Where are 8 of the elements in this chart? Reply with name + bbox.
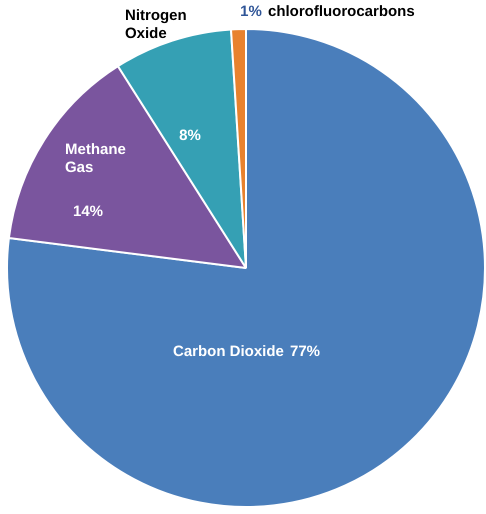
data-label: 1%	[240, 3, 262, 20]
data-label: 14%	[72, 203, 104, 220]
data-label: 77%	[290, 343, 320, 360]
slice-label: Nitrogen Oxide	[125, 7, 187, 42]
slice-label: Methane Gas	[65, 141, 126, 176]
slice-label: chlorofluorocarbons	[268, 3, 415, 20]
data-label: 8%	[179, 127, 201, 144]
slice-label: Carbon Dioxide	[173, 343, 284, 360]
